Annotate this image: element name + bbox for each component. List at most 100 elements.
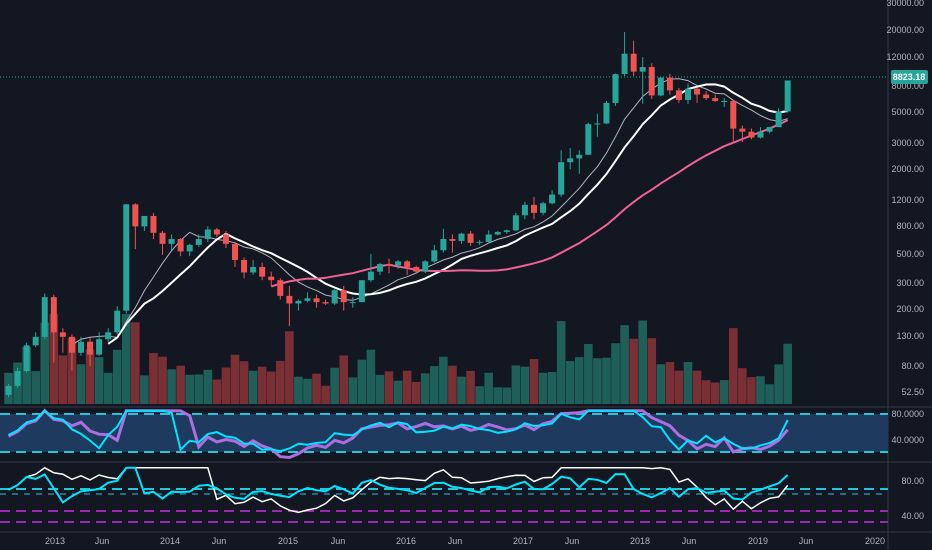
price-tick: 5000.00 xyxy=(891,107,924,117)
candle-series xyxy=(5,31,791,398)
candle-body xyxy=(449,239,456,241)
volume-bar xyxy=(466,370,475,404)
volume-bar xyxy=(194,374,204,404)
candle-body xyxy=(685,88,691,100)
volume-bar xyxy=(692,370,702,404)
candle-body xyxy=(114,310,121,333)
candle-body xyxy=(367,271,374,281)
volume-bar xyxy=(584,344,593,404)
volume-bar xyxy=(457,376,466,404)
candle-body xyxy=(186,244,193,252)
candle-body xyxy=(675,90,682,100)
rsi-tick: 40.0000 xyxy=(891,435,924,445)
price-tick: 800.00 xyxy=(896,221,924,231)
volume-bar xyxy=(774,364,783,404)
mfi-pane[interactable]: 80.00 40.00 xyxy=(0,461,932,523)
volume-bar xyxy=(439,356,448,404)
candle-body xyxy=(594,123,601,125)
candle-body xyxy=(549,194,556,204)
time-tick: 2013 xyxy=(45,536,65,546)
candle-body xyxy=(440,239,447,251)
candle-body xyxy=(177,239,184,252)
volume-bar xyxy=(574,357,584,404)
candle-body xyxy=(232,243,238,261)
mfi-average-line xyxy=(8,466,789,514)
candle-body xyxy=(59,332,66,337)
time-tick: 2014 xyxy=(160,536,180,546)
volume-bar xyxy=(140,375,149,404)
time-tick: 2016 xyxy=(396,536,416,546)
rsi-pane[interactable]: 80.0000 40.0000 xyxy=(0,406,932,460)
candle-body xyxy=(422,261,429,272)
candle-body xyxy=(340,290,347,303)
volume-bar xyxy=(239,361,249,404)
candle-body xyxy=(376,264,383,272)
volume-bar xyxy=(502,387,512,404)
price-axis[interactable]: 30000.00 20000.00 12000.00 8000.00 5000.… xyxy=(886,0,928,550)
candle-body xyxy=(458,233,465,241)
candle-body xyxy=(277,280,284,296)
rsi-tick: 80.0000 xyxy=(891,409,924,419)
volume-bar xyxy=(94,357,104,404)
candle-body xyxy=(150,215,157,233)
candle-body xyxy=(612,74,619,103)
volume-bar xyxy=(76,364,86,404)
volume-bar xyxy=(230,354,240,404)
candle-body xyxy=(322,302,329,304)
candle-body xyxy=(159,232,166,244)
volume-bar xyxy=(121,314,131,404)
candle-body xyxy=(141,215,148,227)
volume-bar xyxy=(475,386,484,404)
candle-body xyxy=(195,239,202,245)
volume-bar xyxy=(40,322,50,404)
candle-body xyxy=(68,336,75,353)
volume-bar xyxy=(547,371,557,404)
volume-bar xyxy=(285,331,294,404)
volume-series xyxy=(4,314,792,404)
volume-bar xyxy=(67,338,77,404)
volume-bar xyxy=(729,328,738,404)
candle-body xyxy=(721,100,728,102)
candle-body xyxy=(712,98,719,101)
volume-bar xyxy=(103,372,113,404)
candle-body xyxy=(358,280,365,303)
time-tick: Jun xyxy=(95,536,110,546)
volume-bar xyxy=(738,368,747,404)
candle-body xyxy=(739,128,746,132)
candle-body xyxy=(204,229,211,240)
volume-bar xyxy=(257,366,267,404)
volume-bar xyxy=(511,365,521,404)
volume-bar xyxy=(176,365,185,404)
time-axis[interactable]: 2013 Jun 2014 Jun 2015 Jun 2016 Jun 2017… xyxy=(0,531,932,546)
volume-bar xyxy=(719,380,729,404)
volume-bar xyxy=(375,374,385,404)
candle-body xyxy=(485,234,492,242)
candle-body xyxy=(123,204,130,311)
volume-bar xyxy=(710,382,720,404)
rsi-line xyxy=(8,409,789,453)
price-tick: 52.50 xyxy=(901,387,924,397)
mfi-tick: 80.00 xyxy=(901,476,924,486)
volume-bar xyxy=(402,370,412,404)
volume-bar xyxy=(221,367,231,404)
candle-body xyxy=(630,53,637,72)
volume-bar xyxy=(565,361,575,404)
volume-bar xyxy=(112,349,122,404)
volume-bar xyxy=(629,338,638,404)
volume-bar xyxy=(31,371,40,404)
candle-body xyxy=(87,341,94,355)
last-price-label: 8823.18 xyxy=(893,72,926,82)
candle-body xyxy=(259,267,266,277)
candle-body xyxy=(784,80,791,112)
mfi-tick: 40.00 xyxy=(901,511,924,521)
volume-bar xyxy=(58,355,68,404)
price-tick: 2000.00 xyxy=(891,164,924,174)
candle-body xyxy=(413,267,420,272)
candle-body xyxy=(386,264,393,266)
volume-bar xyxy=(348,377,358,404)
volume-bar xyxy=(674,370,684,404)
volume-bar xyxy=(529,359,539,404)
candle-body xyxy=(748,131,755,138)
volume-bar xyxy=(158,356,167,404)
